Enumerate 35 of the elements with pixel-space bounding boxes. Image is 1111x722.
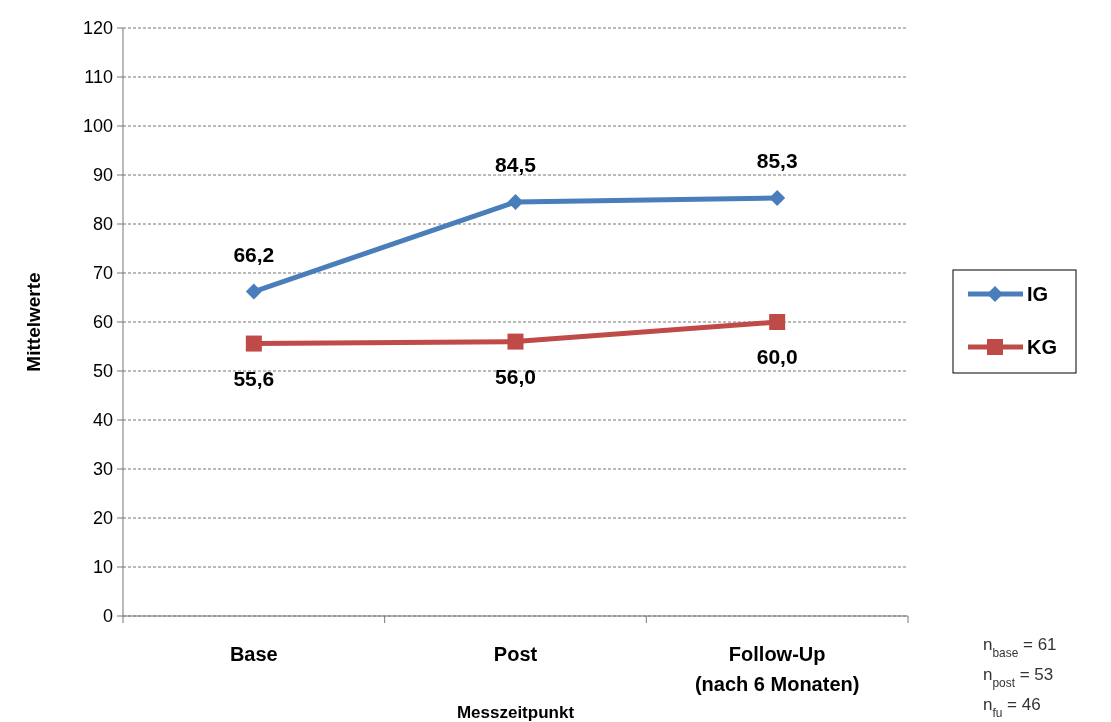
y-tick-label: 0 xyxy=(102,606,113,627)
y-tick-label: 90 xyxy=(92,165,113,186)
data-label: 66,2 xyxy=(233,242,275,266)
y-tick-label: 30 xyxy=(92,459,113,480)
data-label: 84,5 xyxy=(495,152,537,176)
y-axis-title: Mittelwerte xyxy=(23,272,44,372)
data-label: 55,6 xyxy=(233,366,275,390)
y-tick-label: 80 xyxy=(92,214,113,235)
y-tick-label: 20 xyxy=(92,508,113,529)
point xyxy=(769,190,786,207)
point xyxy=(507,193,524,210)
data-label: 56,0 xyxy=(495,364,536,388)
y-tick-label: 120 xyxy=(82,18,113,39)
legend-label: KG xyxy=(1027,336,1057,358)
point xyxy=(245,283,262,300)
data-label: 85,3 xyxy=(756,149,798,173)
x-tick-label: Base xyxy=(229,643,278,665)
x-tick-label: Follow-Up (nach 6 Monaten) xyxy=(694,643,860,695)
y-tick-label: 100 xyxy=(82,116,113,137)
text: n$_{base}$ = 61 xyxy=(983,635,1057,660)
y-tick-label: 50 xyxy=(92,361,113,382)
point xyxy=(507,333,524,350)
x-axis-title: Messzeitpunkt xyxy=(456,703,575,722)
x-tick-label: Post xyxy=(493,643,538,665)
y-tick-label: 110 xyxy=(84,67,113,88)
y-tick-label: 40 xyxy=(92,410,113,431)
point xyxy=(769,314,786,330)
text: n$_{fu}$ = 46 xyxy=(983,695,1041,720)
y-tick-label: 70 xyxy=(92,263,113,284)
y-tick-label: 60 xyxy=(92,312,113,333)
point xyxy=(245,335,262,352)
text: n$_{post}$ = 53 xyxy=(983,665,1054,690)
data-label: 60,0 xyxy=(756,345,798,368)
y-tick-label: 10 xyxy=(92,557,113,578)
legend-label: IG xyxy=(1027,283,1049,305)
